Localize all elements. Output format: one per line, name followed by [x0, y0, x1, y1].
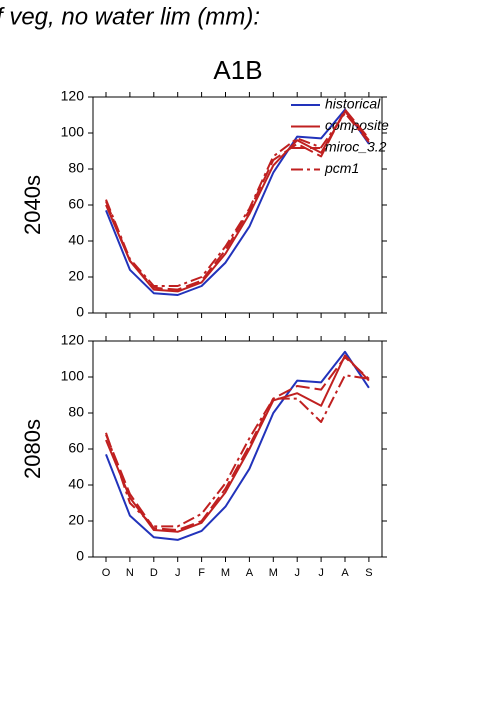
- y-tick-label: 0: [76, 548, 84, 564]
- panel-label: 2080s: [20, 419, 45, 479]
- y-tick-label: 40: [68, 232, 84, 248]
- x-tick-label: O: [102, 567, 111, 579]
- series-line: [105, 356, 370, 531]
- y-tick-label: 0: [76, 304, 84, 320]
- x-tick-label: M: [221, 567, 230, 579]
- y-tick-label: 20: [68, 268, 84, 284]
- y-tick-label: 80: [68, 160, 84, 176]
- y-tick-label: 100: [61, 368, 85, 384]
- series-line: [105, 112, 370, 287]
- scenario-title: A1B: [213, 55, 262, 85]
- y-tick-label: 40: [68, 476, 84, 492]
- x-tick-label: J: [294, 567, 300, 579]
- page-title: f veg, no water lim (mm):: [0, 3, 260, 30]
- x-tick-label: A: [341, 567, 349, 579]
- y-tick-label: 120: [61, 88, 85, 104]
- y-tick-label: 100: [61, 124, 85, 140]
- x-tick-label: J: [318, 567, 324, 579]
- x-tick-label: S: [365, 567, 372, 579]
- x-tick-label: D: [150, 567, 158, 579]
- x-tick-label: A: [246, 567, 254, 579]
- y-tick-label: 60: [68, 196, 84, 212]
- y-tick-label: 60: [68, 440, 84, 456]
- x-tick-label: J: [175, 567, 181, 579]
- series-line: [105, 354, 370, 533]
- series-line: [105, 350, 370, 541]
- y-tick-label: 120: [61, 332, 85, 348]
- series-line: [105, 108, 370, 291]
- plot-frame: [92, 340, 383, 558]
- x-tick-label: M: [269, 567, 278, 579]
- panel-label: 2040s: [20, 175, 45, 235]
- series-line: [105, 108, 370, 296]
- y-tick-label: 20: [68, 512, 84, 528]
- x-tick-label: F: [198, 567, 205, 579]
- legend-label: pcm1: [324, 160, 359, 176]
- legend-label: miroc_3.2: [325, 139, 387, 155]
- series-line: [105, 374, 370, 528]
- x-tick-label: N: [126, 567, 134, 579]
- legend-label: historical: [325, 96, 381, 112]
- y-tick-label: 80: [68, 404, 84, 420]
